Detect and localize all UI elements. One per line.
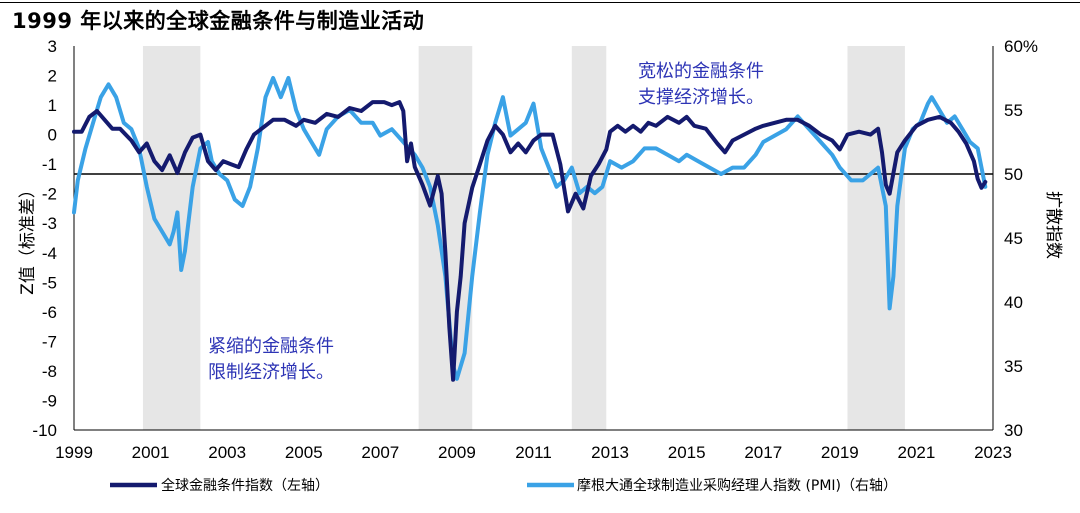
x-tick-label: 2003 <box>208 443 246 462</box>
annotation-tightening-line2: 限制经济增长。 <box>208 362 334 383</box>
y-left-tick-label: -4 <box>42 244 57 263</box>
y-right-tick-label: 45 <box>1004 229 1023 248</box>
annotation-easing: 宽松的金融条件 支撑经济增长。 <box>638 61 764 108</box>
y-right-tick-label: 50 <box>1004 165 1023 184</box>
annotation-easing-line2: 支撑经济增长。 <box>638 87 764 108</box>
x-tick-label: 2009 <box>438 443 476 462</box>
x-tick-label: 2023 <box>974 443 1012 462</box>
x-tick-label: 2021 <box>898 443 936 462</box>
chart-title: 1999 年以来的全球金融条件与制造业活动 <box>12 9 425 33</box>
plot-frame <box>73 46 994 431</box>
recession-shading <box>142 46 905 430</box>
x-tick-label: 2019 <box>821 443 859 462</box>
legend-label-fci: 全球金融条件指数（左轴） <box>161 477 329 494</box>
y-left-tick-label: 2 <box>48 67 57 86</box>
y-right-tick-label: 60% <box>1004 37 1038 56</box>
shaded-period-3 <box>571 46 607 430</box>
legend-label-pmi: 摩根大通全球制造业采购经理人指数 (PMI)（右轴） <box>577 477 897 494</box>
legend: 全球金融条件指数（左轴） 摩根大通全球制造业采购经理人指数 (PMI)（右轴） <box>110 477 897 494</box>
x-tick-label: 2011 <box>515 443 552 462</box>
y-left-tick-label: 0 <box>48 126 57 145</box>
x-tick-label: 2005 <box>285 443 323 462</box>
y-left-tick-label: -9 <box>42 391 57 410</box>
title-rule <box>0 2 1080 3</box>
y-right-tick-label: 30 <box>1004 421 1023 440</box>
tick-labels: 3 2 1 0 -1 -2 -3 -4 -5 -6 -7 -8 -9 -10 60% 55 50 45 40 35 30… <box>32 37 1038 462</box>
y-left-tick-label: -3 <box>42 214 57 233</box>
y-left-tick-label: 3 <box>48 37 57 56</box>
series-layer <box>72 76 988 382</box>
series-line-pmi <box>72 76 988 381</box>
y-left-tick-label: 1 <box>48 96 57 115</box>
annotation-tightening: 紧缩的金融条件 限制经济增长。 <box>208 336 334 383</box>
y-left-tick-label: -5 <box>42 273 57 292</box>
y-left-tick-label: -6 <box>42 303 57 322</box>
y-left-tick-label: -8 <box>42 362 57 381</box>
y-left-tick-label: -2 <box>42 185 57 204</box>
x-tick-label: 2007 <box>361 443 399 462</box>
y-left-axis-title: Z值（标准差） <box>18 181 38 295</box>
y-left-tick-label: -10 <box>32 421 57 440</box>
x-tick-label: 2017 <box>744 443 782 462</box>
x-tick-label: 2001 <box>132 443 170 462</box>
y-right-axis-title: 扩散指数 <box>1043 191 1063 259</box>
x-tick-label: 2013 <box>591 443 629 462</box>
annotation-easing-line1: 宽松的金融条件 <box>638 61 764 82</box>
x-tick-label: 1999 <box>55 443 93 462</box>
y-right-tick-label: 40 <box>1004 293 1023 312</box>
series-line-fci <box>72 100 988 382</box>
annotation-tightening-line1: 紧缩的金融条件 <box>208 336 334 357</box>
y-left-tick-label: -7 <box>42 332 57 351</box>
y-right-tick-label: 55 <box>1004 101 1023 120</box>
x-tick-label: 2015 <box>668 443 706 462</box>
y-left-tick-label: -1 <box>42 155 57 174</box>
y-right-tick-label: 35 <box>1004 357 1023 376</box>
